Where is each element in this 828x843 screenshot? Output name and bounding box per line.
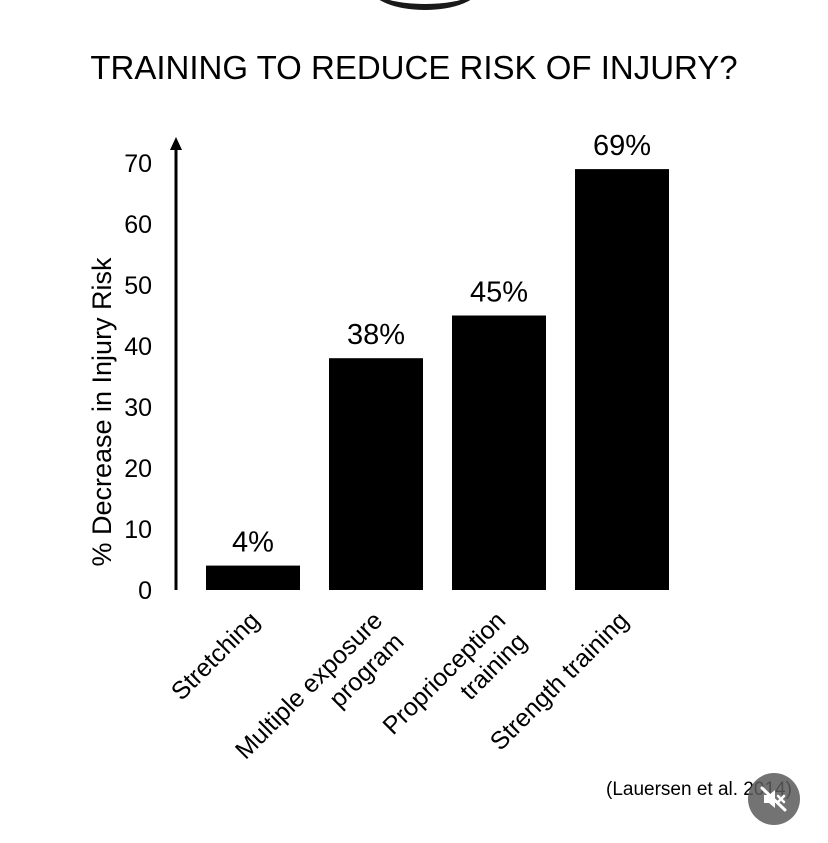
data-label: 45%: [470, 277, 528, 309]
speaker-muted-icon: [760, 786, 787, 812]
bars-group: [206, 169, 669, 590]
y-tick-label: 20: [124, 455, 152, 483]
y-tick-label: 0: [138, 577, 152, 605]
x-tick-label-line: Stretching: [166, 606, 265, 705]
y-tick-label: 60: [124, 211, 152, 239]
data-label: 38%: [347, 319, 405, 351]
x-tick-label: Stretching: [166, 606, 265, 705]
y-axis-arrow: [170, 137, 182, 150]
data-label: 69%: [593, 130, 651, 162]
y-tick-label: 30: [124, 394, 152, 422]
y-axis-ticks: 0 10 20 30 40 50 60 70: [124, 150, 152, 605]
top-partial-graphic: [370, 0, 480, 10]
y-tick-label: 40: [124, 333, 152, 361]
bar: [206, 565, 300, 590]
bar: [575, 169, 669, 590]
y-tick-label: 50: [124, 272, 152, 300]
y-axis-label: % Decrease in Injury Risk: [87, 257, 117, 567]
data-labels-group: 4% 38% 45% 69%: [232, 130, 651, 558]
data-label: 4%: [232, 527, 274, 559]
mute-button[interactable]: [748, 773, 800, 825]
y-tick-label: 10: [124, 516, 152, 544]
bar: [329, 358, 423, 590]
y-tick-label: 70: [124, 150, 152, 178]
chart-title: TRAINING TO REDUCE RISK OF INJURY?: [90, 49, 737, 86]
citation-text: (Lauersen et al. 2014): [606, 779, 792, 800]
bar: [452, 315, 546, 590]
